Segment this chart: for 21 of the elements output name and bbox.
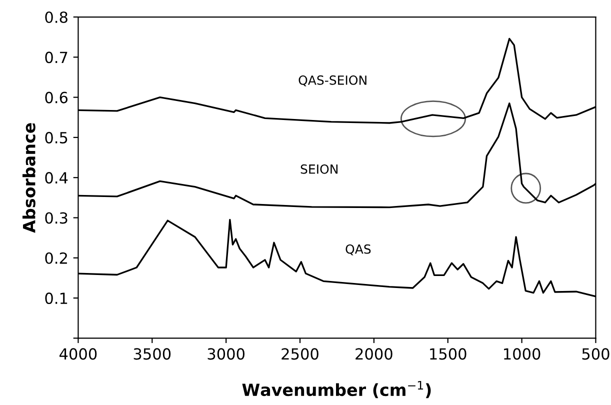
y-tick-label: 0.6 [45, 92, 68, 104]
y-tick-label: 0.3 [45, 212, 68, 224]
y-tick-label: 0.5 [45, 132, 68, 144]
x-tick-label: 3000 [208, 348, 244, 360]
x-axis-title: Wavenumber (cm$^{−1}$) [242, 380, 431, 398]
x-tick-label: 1500 [430, 348, 466, 360]
x-tick-label: 4000 [60, 348, 97, 360]
y-tick-label: 0.2 [45, 252, 67, 264]
x-tick-label: 3500 [134, 348, 171, 360]
x-tick-label: 1000 [504, 348, 540, 360]
y-tick-label: 0.4 [45, 172, 68, 184]
text: SEION [300, 164, 338, 174]
x-tick-label: 500 [582, 348, 610, 360]
y-tick-label: 0.8 [45, 11, 68, 24]
x-tick-label: 2500 [282, 348, 318, 360]
x-tick-label: 2000 [356, 348, 392, 360]
y-axis-title: Absorbance [22, 123, 36, 233]
text: QAS-SEION [298, 75, 366, 86]
y-tick-label: 0.7 [45, 52, 68, 64]
y-tick-label: 0.1 [45, 292, 68, 304]
text: QAS [346, 244, 371, 256]
